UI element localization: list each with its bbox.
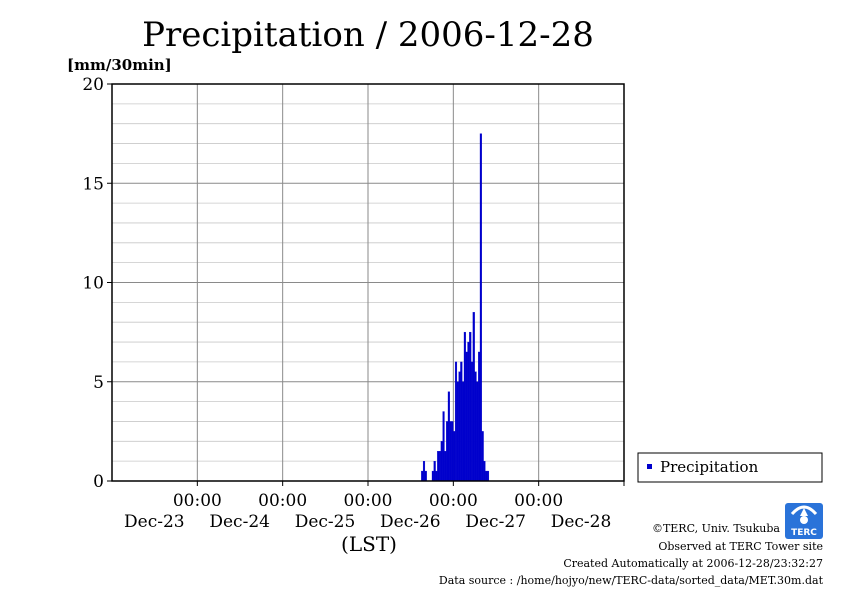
precip-bar xyxy=(449,421,452,482)
precip-bar xyxy=(470,361,474,482)
x-tick-time-label: 00:00 xyxy=(514,491,563,511)
precip-bar xyxy=(486,470,490,482)
precip-bar xyxy=(435,470,438,482)
precip-bar xyxy=(454,361,458,482)
precip-bar xyxy=(447,391,450,482)
legend: Precipitation xyxy=(637,452,823,483)
x-tick-time-label: 00:00 xyxy=(344,491,393,511)
x-tick-date-label: Dec-24 xyxy=(209,512,270,532)
precip-bar xyxy=(467,341,470,482)
data-source-text: Data source : /home/hojyo/new/TERC-data/… xyxy=(439,574,824,587)
precip-bar xyxy=(433,460,436,482)
y-axis-unit: [mm/30min] xyxy=(67,56,172,74)
precip-bar xyxy=(478,351,481,482)
chart-title: Precipitation / 2006-12-28 xyxy=(142,15,594,55)
copyright-text: ©TERC, Univ. Tsukuba xyxy=(652,522,780,535)
major-grid xyxy=(112,84,624,481)
precip-bar xyxy=(446,421,449,482)
precip-bar xyxy=(456,381,459,482)
precip-bar xyxy=(465,351,468,482)
precip-bar xyxy=(442,411,445,482)
precip-bar xyxy=(462,381,465,482)
y-tick-label: 15 xyxy=(82,174,104,194)
precip-bar xyxy=(451,421,454,482)
precip-bar xyxy=(485,470,488,482)
bar-series xyxy=(421,133,490,482)
x-tick-date-label: Dec-23 xyxy=(124,512,185,532)
precip-bar xyxy=(422,460,426,482)
precip-bar xyxy=(440,441,443,482)
precip-bar xyxy=(460,361,463,482)
precip-bar xyxy=(453,431,456,482)
precip-bar xyxy=(431,470,434,482)
created-text: Created Automatically at 2006-12-28/23:3… xyxy=(563,557,823,570)
precip-bar xyxy=(472,312,475,482)
precip-bar xyxy=(483,460,486,482)
y-tick-label: 0 xyxy=(93,472,104,492)
logo-text: TERC xyxy=(791,528,817,538)
precip-bar xyxy=(463,331,466,482)
observed-text: Observed at TERC Tower site xyxy=(658,540,823,553)
y-axis-ticks: 0 5 10 15 20 xyxy=(82,75,112,492)
precip-bar xyxy=(421,470,424,482)
x-tick-date-label: Dec-25 xyxy=(295,512,356,532)
precip-bar xyxy=(424,470,427,482)
x-axis-ticks: 00:00Dec-2300:00Dec-2400:00Dec-2500:00De… xyxy=(124,481,625,532)
x-tick-time-label: 00:00 xyxy=(429,491,478,511)
precip-bar xyxy=(437,451,440,482)
y-tick-label: 10 xyxy=(82,274,104,294)
x-tick-time-label: 00:00 xyxy=(258,491,307,511)
y-tick-label: 5 xyxy=(93,373,104,393)
x-tick-date-label: Dec-27 xyxy=(465,512,526,532)
precip-bar xyxy=(481,431,484,482)
y-tick-label: 20 xyxy=(82,75,104,95)
precip-bar xyxy=(476,381,479,482)
legend-label: Precipitation xyxy=(660,458,759,476)
legend-swatch xyxy=(647,464,652,469)
precip-bar xyxy=(479,133,482,482)
terc-logo: TERC xyxy=(785,503,823,539)
x-tick-time-label: 00:00 xyxy=(173,491,222,511)
x-axis-label: (LST) xyxy=(341,532,397,556)
precip-bar xyxy=(474,371,477,482)
x-tick-date-label: Dec-28 xyxy=(551,512,612,532)
precip-bar xyxy=(438,451,442,482)
precip-bar xyxy=(444,451,447,482)
legend-box xyxy=(637,452,823,483)
x-tick-date-label: Dec-26 xyxy=(380,512,441,532)
precip-bar xyxy=(469,331,472,482)
precip-bar xyxy=(458,371,461,482)
